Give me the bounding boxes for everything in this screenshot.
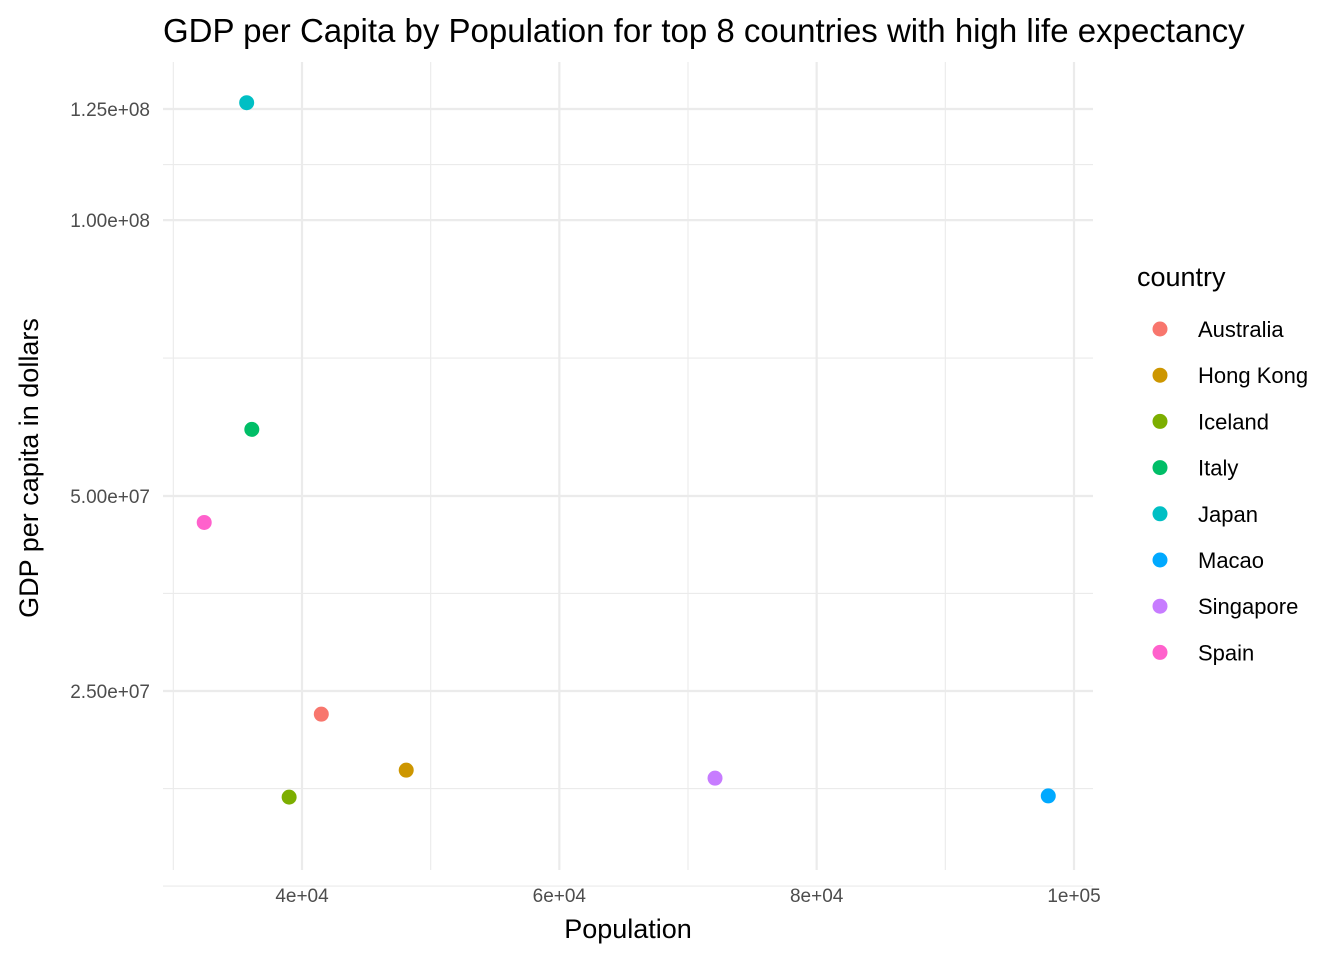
legend-label: Australia <box>1198 317 1284 342</box>
point-iceland <box>281 789 297 805</box>
legend-label: Spain <box>1198 640 1254 665</box>
legend-key-japan <box>1152 506 1168 522</box>
legend-key-singapore <box>1152 598 1168 614</box>
legend-label: Japan <box>1198 502 1258 527</box>
legend-title: country <box>1137 262 1226 292</box>
point-spain <box>196 514 212 530</box>
point-singapore <box>707 770 723 786</box>
x-tick-label: 1e+05 <box>1047 886 1100 907</box>
legend-key-spain <box>1152 644 1168 660</box>
y-tick-label: 5.00e+07 <box>70 487 150 508</box>
point-hong-kong <box>398 762 414 778</box>
legend-key-australia <box>1152 321 1168 337</box>
y-tick-label: 2.50e+07 <box>70 682 150 703</box>
legend-label: Macao <box>1198 548 1264 573</box>
grid <box>163 62 1093 887</box>
data-points <box>196 95 1056 805</box>
legend-label: Singapore <box>1198 594 1298 619</box>
y-axis-title: GDP per capita in dollars <box>14 318 44 618</box>
point-italy <box>244 421 260 437</box>
x-tick-label: 8e+04 <box>790 886 844 907</box>
y-tick-label: 1.25e+08 <box>70 100 150 121</box>
legend-key-italy <box>1152 460 1168 476</box>
y-tick-label: 1.00e+08 <box>70 211 150 232</box>
point-australia <box>313 706 329 722</box>
legend-key-macao <box>1152 552 1168 568</box>
x-tick-label: 6e+04 <box>533 886 587 907</box>
chart-title: GDP per Capita by Population for top 8 c… <box>163 12 1245 49</box>
point-macao <box>1040 788 1056 804</box>
legend-label: Hong Kong <box>1198 363 1308 388</box>
point-japan <box>239 95 255 111</box>
x-axis-title: Population <box>564 914 692 944</box>
legend-label: Italy <box>1198 456 1238 481</box>
x-axis-tick-labels: 4e+04 6e+04 8e+04 1e+05 <box>275 886 1100 907</box>
legend-key-iceland <box>1152 413 1168 429</box>
legend-label: Iceland <box>1198 409 1269 434</box>
y-axis-tick-labels: 2.50e+07 5.00e+07 1.00e+08 1.25e+08 <box>70 100 150 703</box>
legend: country Australia Hong Kong Iceland Italy Ja… <box>1137 262 1308 665</box>
legend-key-hong-kong <box>1152 367 1168 383</box>
x-tick-label: 4e+04 <box>275 886 329 907</box>
